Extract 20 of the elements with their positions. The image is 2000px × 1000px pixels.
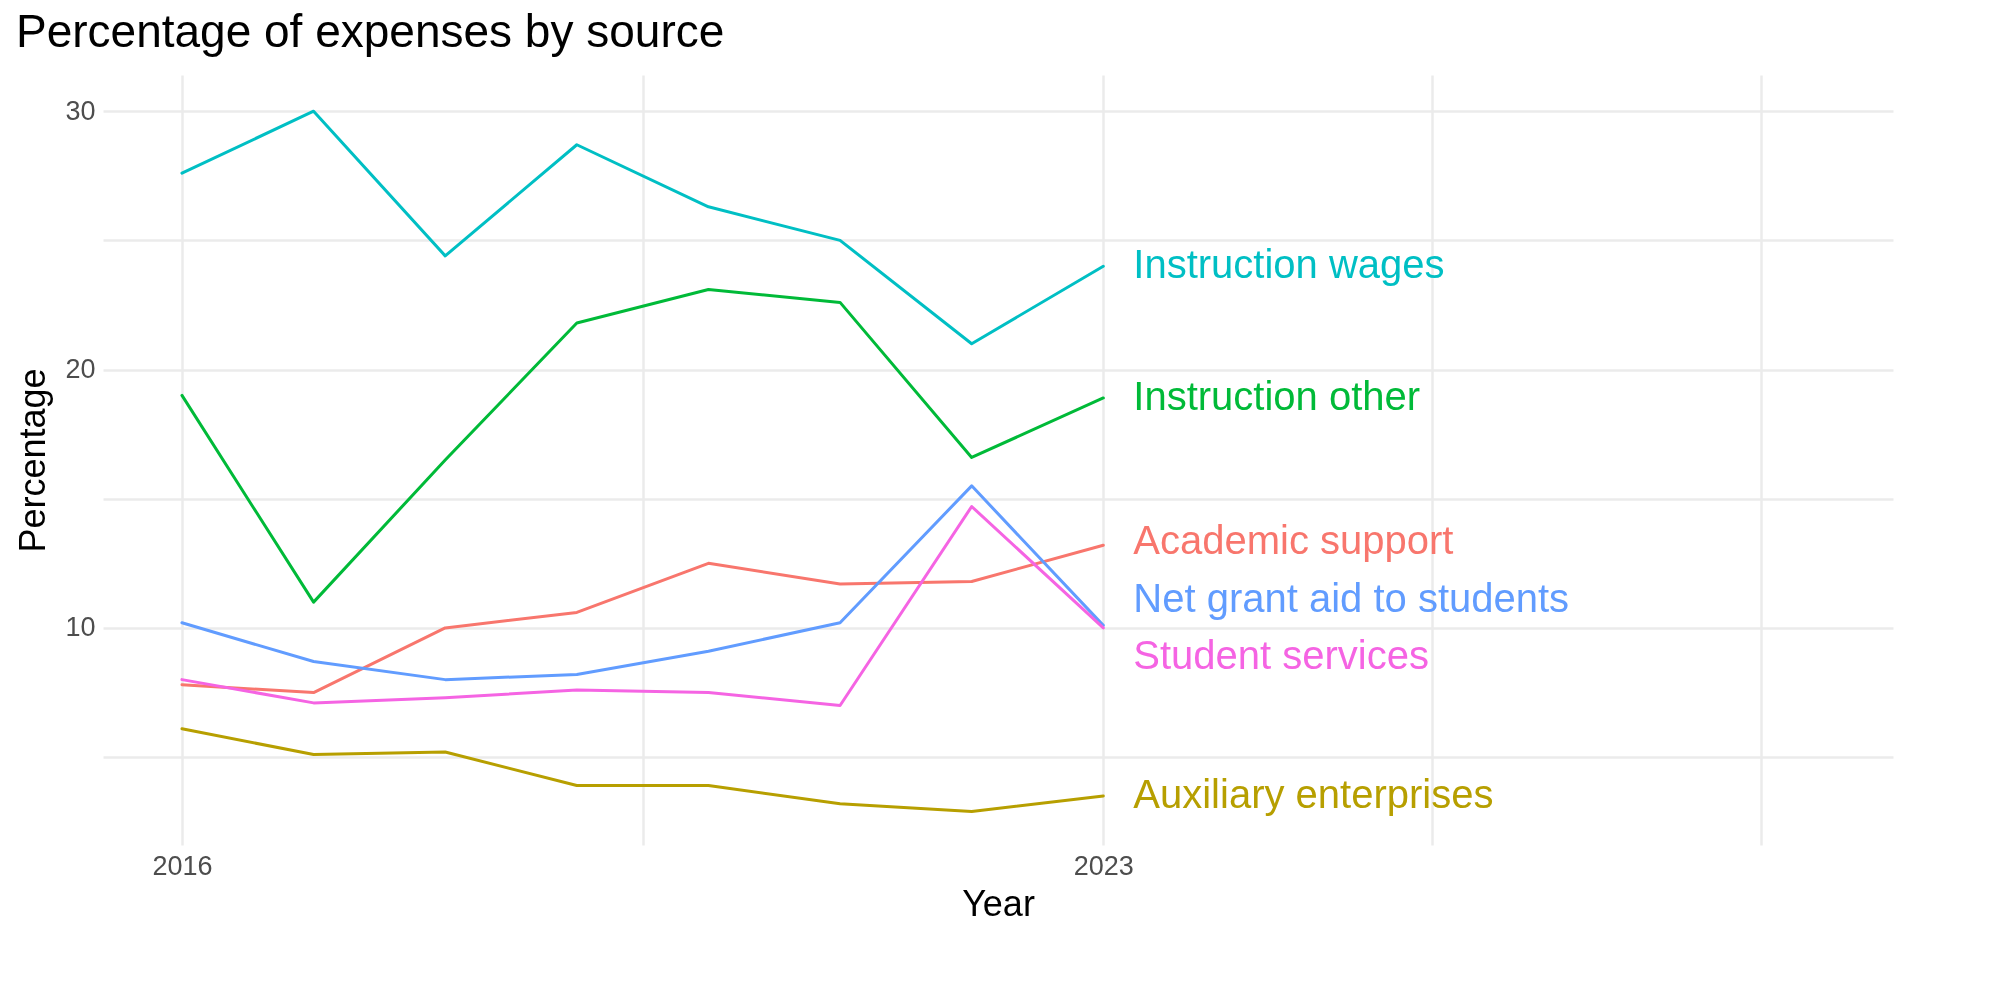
series-label: Instruction other — [1133, 373, 1421, 418]
line-series — [180, 109, 1105, 346]
line-series — [180, 505, 1105, 707]
y-tick-label: 20 — [65, 354, 96, 385]
series-label: Instruction wages — [1133, 242, 1445, 287]
x-tick-label: 2016 — [152, 850, 213, 881]
x-tick-label: 2023 — [1073, 850, 1134, 881]
series-label: Net grant aid to students — [1133, 575, 1570, 620]
x-axis-title: Year — [962, 882, 1035, 924]
line-series — [180, 727, 1105, 813]
line-series — [180, 287, 1105, 604]
y-axis-title: Percentage — [12, 368, 54, 553]
series-label: Auxiliary enterprises — [1133, 771, 1494, 816]
series-label: Academic support — [1133, 517, 1454, 562]
y-tick-label: 10 — [65, 612, 96, 643]
line-series — [180, 484, 1105, 682]
chart-title: Percentage of expenses by source — [15, 5, 725, 57]
line-series — [180, 543, 1105, 695]
y-tick-label: 30 — [65, 95, 96, 126]
series-label: Student services — [1133, 633, 1429, 678]
